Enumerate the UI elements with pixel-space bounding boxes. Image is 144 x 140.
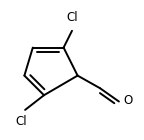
- Text: O: O: [124, 94, 133, 107]
- Text: Cl: Cl: [16, 115, 27, 128]
- Text: Cl: Cl: [66, 11, 78, 24]
